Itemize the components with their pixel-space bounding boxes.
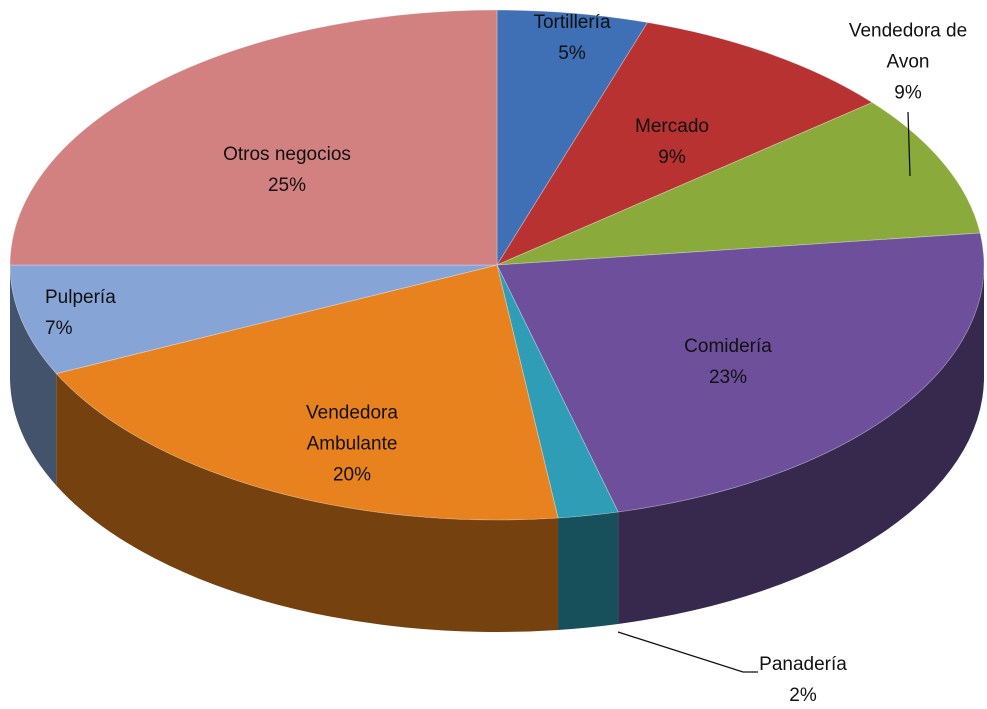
label-name: Comidería bbox=[684, 336, 772, 357]
label-name: Mercado bbox=[635, 116, 709, 137]
pie-slice-side bbox=[558, 511, 619, 630]
data-label: Vendedora de Avon 9% bbox=[833, 16, 983, 109]
pie-slice bbox=[496, 9, 649, 267]
pie-slice bbox=[55, 264, 559, 521]
label-name: Vendedora de Avon bbox=[848, 20, 968, 73]
label-name: Pulpería bbox=[45, 287, 116, 308]
label-name: Tortillería bbox=[533, 12, 611, 33]
leader-line bbox=[617, 631, 758, 673]
pie-slice bbox=[9, 264, 498, 375]
data-label: Panadería 2% bbox=[738, 649, 868, 709]
label-value: 9% bbox=[894, 82, 922, 104]
label-value: 2% bbox=[789, 685, 817, 706]
pie-tops bbox=[9, 9, 985, 521]
data-label: Tortillería 5% bbox=[492, 7, 652, 69]
pie-slice bbox=[496, 264, 619, 519]
pie-slice-side bbox=[10, 265, 57, 486]
pie-slice-side bbox=[56, 373, 559, 633]
data-label: Otros negocios 25% bbox=[177, 139, 397, 201]
label-name: Otros negocios bbox=[223, 144, 351, 165]
pie-slice-side bbox=[618, 265, 984, 624]
label-value: 25% bbox=[267, 175, 307, 196]
label-name: Panadería bbox=[759, 654, 847, 675]
data-label: Comidería 23% bbox=[653, 331, 803, 393]
pie-slice bbox=[496, 232, 985, 513]
pie-sides bbox=[10, 265, 984, 633]
label-value: 7% bbox=[45, 318, 73, 339]
data-label: Mercado 9% bbox=[607, 111, 737, 173]
leader-line bbox=[907, 111, 911, 177]
label-value: 23% bbox=[708, 367, 748, 388]
label-value: 20% bbox=[332, 464, 372, 486]
pie-slice bbox=[9, 9, 498, 266]
pie-slice bbox=[495, 22, 874, 266]
label-name: Vendedora Ambulante bbox=[306, 402, 398, 455]
data-label: Pulpería 7% bbox=[45, 282, 175, 344]
pie-slice bbox=[496, 102, 981, 266]
label-value: 5% bbox=[558, 43, 586, 64]
label-value: 9% bbox=[658, 147, 686, 168]
data-label: Vendedora Ambulante 20% bbox=[282, 398, 422, 491]
